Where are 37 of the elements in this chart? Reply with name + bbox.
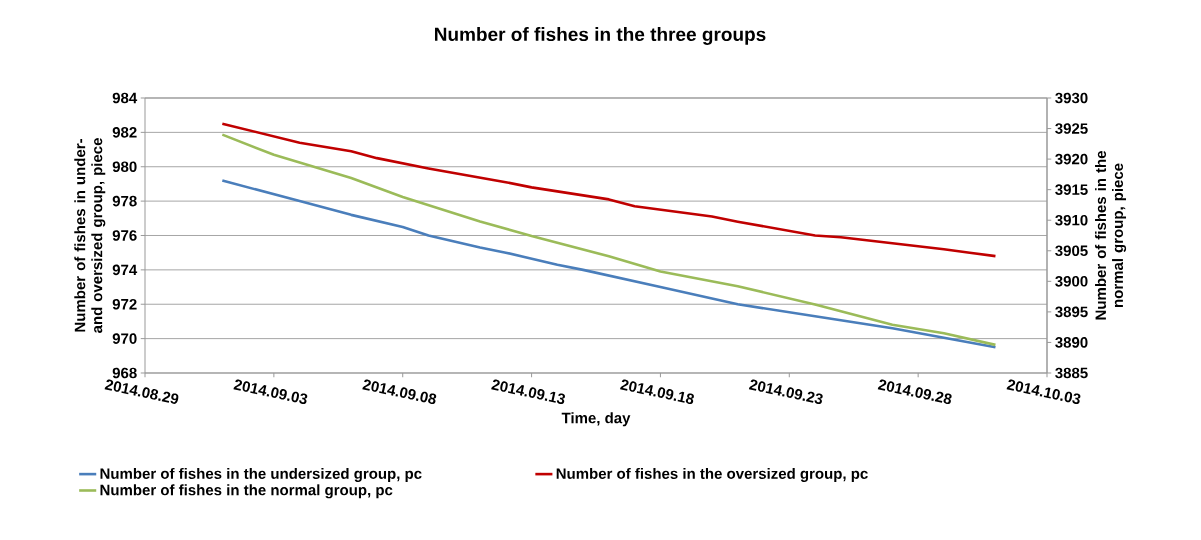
y-tick-label: 974 (112, 264, 138, 276)
y2-tick-label: 3890 (1055, 337, 1088, 348)
y2-tick-label: 3915 (1055, 184, 1088, 195)
y-tick-label: 978 (112, 195, 137, 207)
y-tick-label: 980 (112, 161, 137, 173)
x-tick-label: 2014.09.08 (362, 379, 437, 405)
y2-tick-label: 3905 (1055, 245, 1088, 257)
y2-tick-label: 3920 (1055, 153, 1088, 165)
y-tick-label: 982 (112, 127, 137, 138)
x-tick-label: 2014.10.03 (1006, 379, 1081, 405)
y-axis-title: Number of fishes in under- and oversized group, piece (74, 138, 106, 333)
y-tick-label: 984 (112, 92, 138, 104)
y2-tick-label: 3885 (1055, 367, 1088, 379)
x-axis-title: Time, day (561, 412, 631, 427)
line-series (221, 133, 997, 347)
x-tick-label: 2014.08.29 (104, 379, 179, 404)
x-tick-label: 2014.09.13 (491, 379, 566, 405)
line-series (221, 122, 997, 258)
y2-axis-title: Number of fishes in the normal group, piece (1095, 151, 1127, 320)
x-tick-label: 2014.09.18 (620, 379, 694, 405)
legend-label: Number of fishes in the normal group, pc (100, 484, 393, 499)
y2-tick-label: 3910 (1055, 214, 1088, 226)
y2-tick-label: 3925 (1055, 123, 1088, 134)
chart-title: Number of fishes in the three groups (435, 27, 766, 45)
legend-label: Number of fishes in the undersized group, pc (100, 467, 422, 482)
x-tick-label: 2014.09.23 (748, 379, 823, 405)
line-series (221, 179, 997, 349)
x-tick-label: 2014.09.28 (877, 379, 952, 405)
y2-tick-label: 3930 (1055, 92, 1088, 104)
y-tick-label: 976 (112, 230, 137, 241)
x-tick-label: 2014.09.03 (233, 379, 308, 405)
y-tick-label: 968 (112, 367, 137, 379)
y2-tick-label: 3900 (1055, 276, 1088, 287)
y2-tick-label: 3895 (1055, 306, 1088, 318)
legend-label: Number of fishes in the oversized group, pc (556, 467, 868, 482)
y-tick-label: 970 (112, 333, 137, 344)
y-tick-label: 972 (112, 298, 137, 310)
